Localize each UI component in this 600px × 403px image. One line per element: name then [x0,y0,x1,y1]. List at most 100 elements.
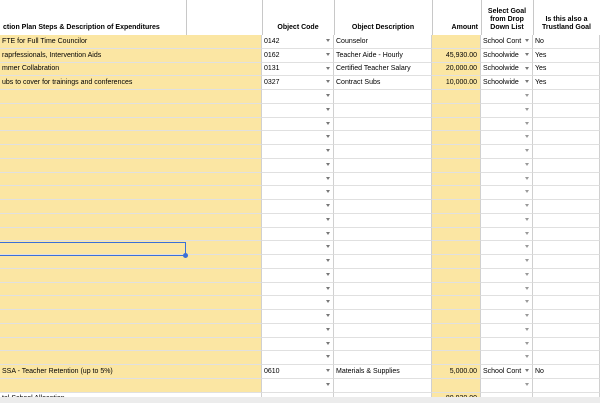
chevron-down-icon[interactable] [525,314,529,317]
cell-code[interactable] [262,103,334,118]
chevron-down-icon[interactable] [326,355,330,359]
cell-amount[interactable] [432,227,481,242]
chevron-down-icon[interactable] [525,80,529,84]
cell-desc[interactable] [334,337,432,352]
cell-code[interactable] [262,158,334,173]
cell-desc[interactable] [334,200,432,214]
cell-trust[interactable] [533,200,600,214]
chevron-down-icon[interactable] [326,369,330,372]
cell-amount[interactable] [432,241,481,255]
cell-code[interactable] [262,241,334,255]
cell-steps[interactable]: raprfessionals, Intervention Aids [0,48,262,63]
cell-trust[interactable] [533,282,600,297]
chevron-down-icon[interactable] [525,231,529,235]
cell-code[interactable] [262,255,334,269]
cell-amount[interactable] [432,213,481,228]
cell-code[interactable] [262,145,334,159]
cell-desc[interactable]: Teacher Aide - Hourly [334,48,432,63]
cell-trust[interactable] [533,227,600,242]
cell-desc[interactable] [334,172,432,187]
chevron-down-icon[interactable] [525,176,529,180]
cell-goal[interactable] [481,351,533,365]
cell-steps[interactable] [0,186,262,200]
cell-steps[interactable] [0,282,262,297]
cell-goal[interactable] [481,103,533,118]
cell-amount[interactable] [432,351,481,365]
cell-trust[interactable] [533,296,600,310]
cell-goal[interactable] [481,186,533,200]
cell-steps[interactable] [0,296,262,310]
chevron-down-icon[interactable] [525,382,529,386]
cell-goal[interactable] [481,310,533,324]
cell-amount[interactable] [432,172,481,187]
cell-amount[interactable] [432,186,481,200]
cell-amount[interactable] [432,378,481,393]
cell-amount[interactable] [432,282,481,297]
chevron-down-icon[interactable] [326,176,330,180]
cell-amount[interactable] [432,268,481,283]
cell-desc[interactable] [334,310,432,324]
cell-goal[interactable] [481,90,533,104]
chevron-down-icon[interactable] [326,231,330,235]
cell-trust[interactable] [533,323,600,338]
chevron-down-icon[interactable] [525,39,529,42]
cell-trust[interactable] [533,241,600,255]
cell-trust[interactable] [533,337,600,352]
cell-amount[interactable] [432,200,481,214]
cell-desc[interactable] [334,296,432,310]
chevron-down-icon[interactable] [326,94,330,97]
chevron-down-icon[interactable] [525,245,529,249]
cell-steps[interactable]: SSA - Teacher Retention (up to 5%) [0,365,262,379]
cell-desc[interactable] [334,227,432,242]
cell-trust[interactable]: Yes [533,48,600,63]
chevron-down-icon[interactable] [326,382,330,386]
cell-trust[interactable] [533,310,600,324]
cell-amount[interactable] [432,158,481,173]
chevron-down-icon[interactable] [525,135,529,139]
chevron-down-icon[interactable] [326,217,330,221]
chevron-down-icon[interactable] [525,341,529,345]
chevron-down-icon[interactable] [326,272,330,276]
cell-trust[interactable] [533,158,600,173]
cell-desc[interactable] [334,117,432,132]
cell-goal[interactable]: School Cont [481,365,533,379]
cell-code[interactable]: 0131 [262,62,334,77]
cell-desc[interactable] [334,131,432,145]
cell-steps[interactable] [0,200,262,214]
cell-trust[interactable] [533,145,600,159]
cell-steps[interactable]: mmer Collabration [0,62,262,77]
cell-desc[interactable] [334,323,432,338]
cell-code[interactable] [262,90,334,104]
cell-code[interactable] [262,131,334,145]
cell-goal[interactable] [481,255,533,269]
cell-trust[interactable] [533,255,600,269]
header-object-description[interactable]: Object Description [351,23,415,31]
cell-trust[interactable]: Yes [533,62,600,77]
cell-code[interactable] [262,323,334,338]
cell-amount[interactable] [432,255,481,269]
cell-steps[interactable] [0,268,262,283]
cell-steps[interactable] [0,351,262,365]
chevron-down-icon[interactable] [525,94,529,97]
chevron-down-icon[interactable] [326,190,330,194]
cell-steps[interactable] [0,337,262,352]
cell-steps[interactable] [0,117,262,132]
chevron-down-icon[interactable] [326,149,330,152]
cell-steps[interactable] [0,323,262,338]
chevron-down-icon[interactable] [326,327,330,331]
chevron-down-icon[interactable] [326,121,330,125]
cell-amount[interactable] [432,117,481,132]
cell-goal[interactable] [481,145,533,159]
cell-desc[interactable] [334,213,432,228]
cell-amount[interactable]: 10,000.00 [432,76,481,90]
cell-trust[interactable]: No [533,35,600,49]
cell-trust[interactable]: Yes [533,76,600,90]
chevron-down-icon[interactable] [525,121,529,125]
cell-trust[interactable] [533,268,600,283]
cell-steps[interactable]: FTE for Full Time Councilor [0,35,262,49]
chevron-down-icon[interactable] [326,162,330,166]
cell-goal[interactable] [481,200,533,214]
cell-goal[interactable] [481,378,533,393]
cell-code[interactable] [262,213,334,228]
cell-goal[interactable] [481,337,533,352]
